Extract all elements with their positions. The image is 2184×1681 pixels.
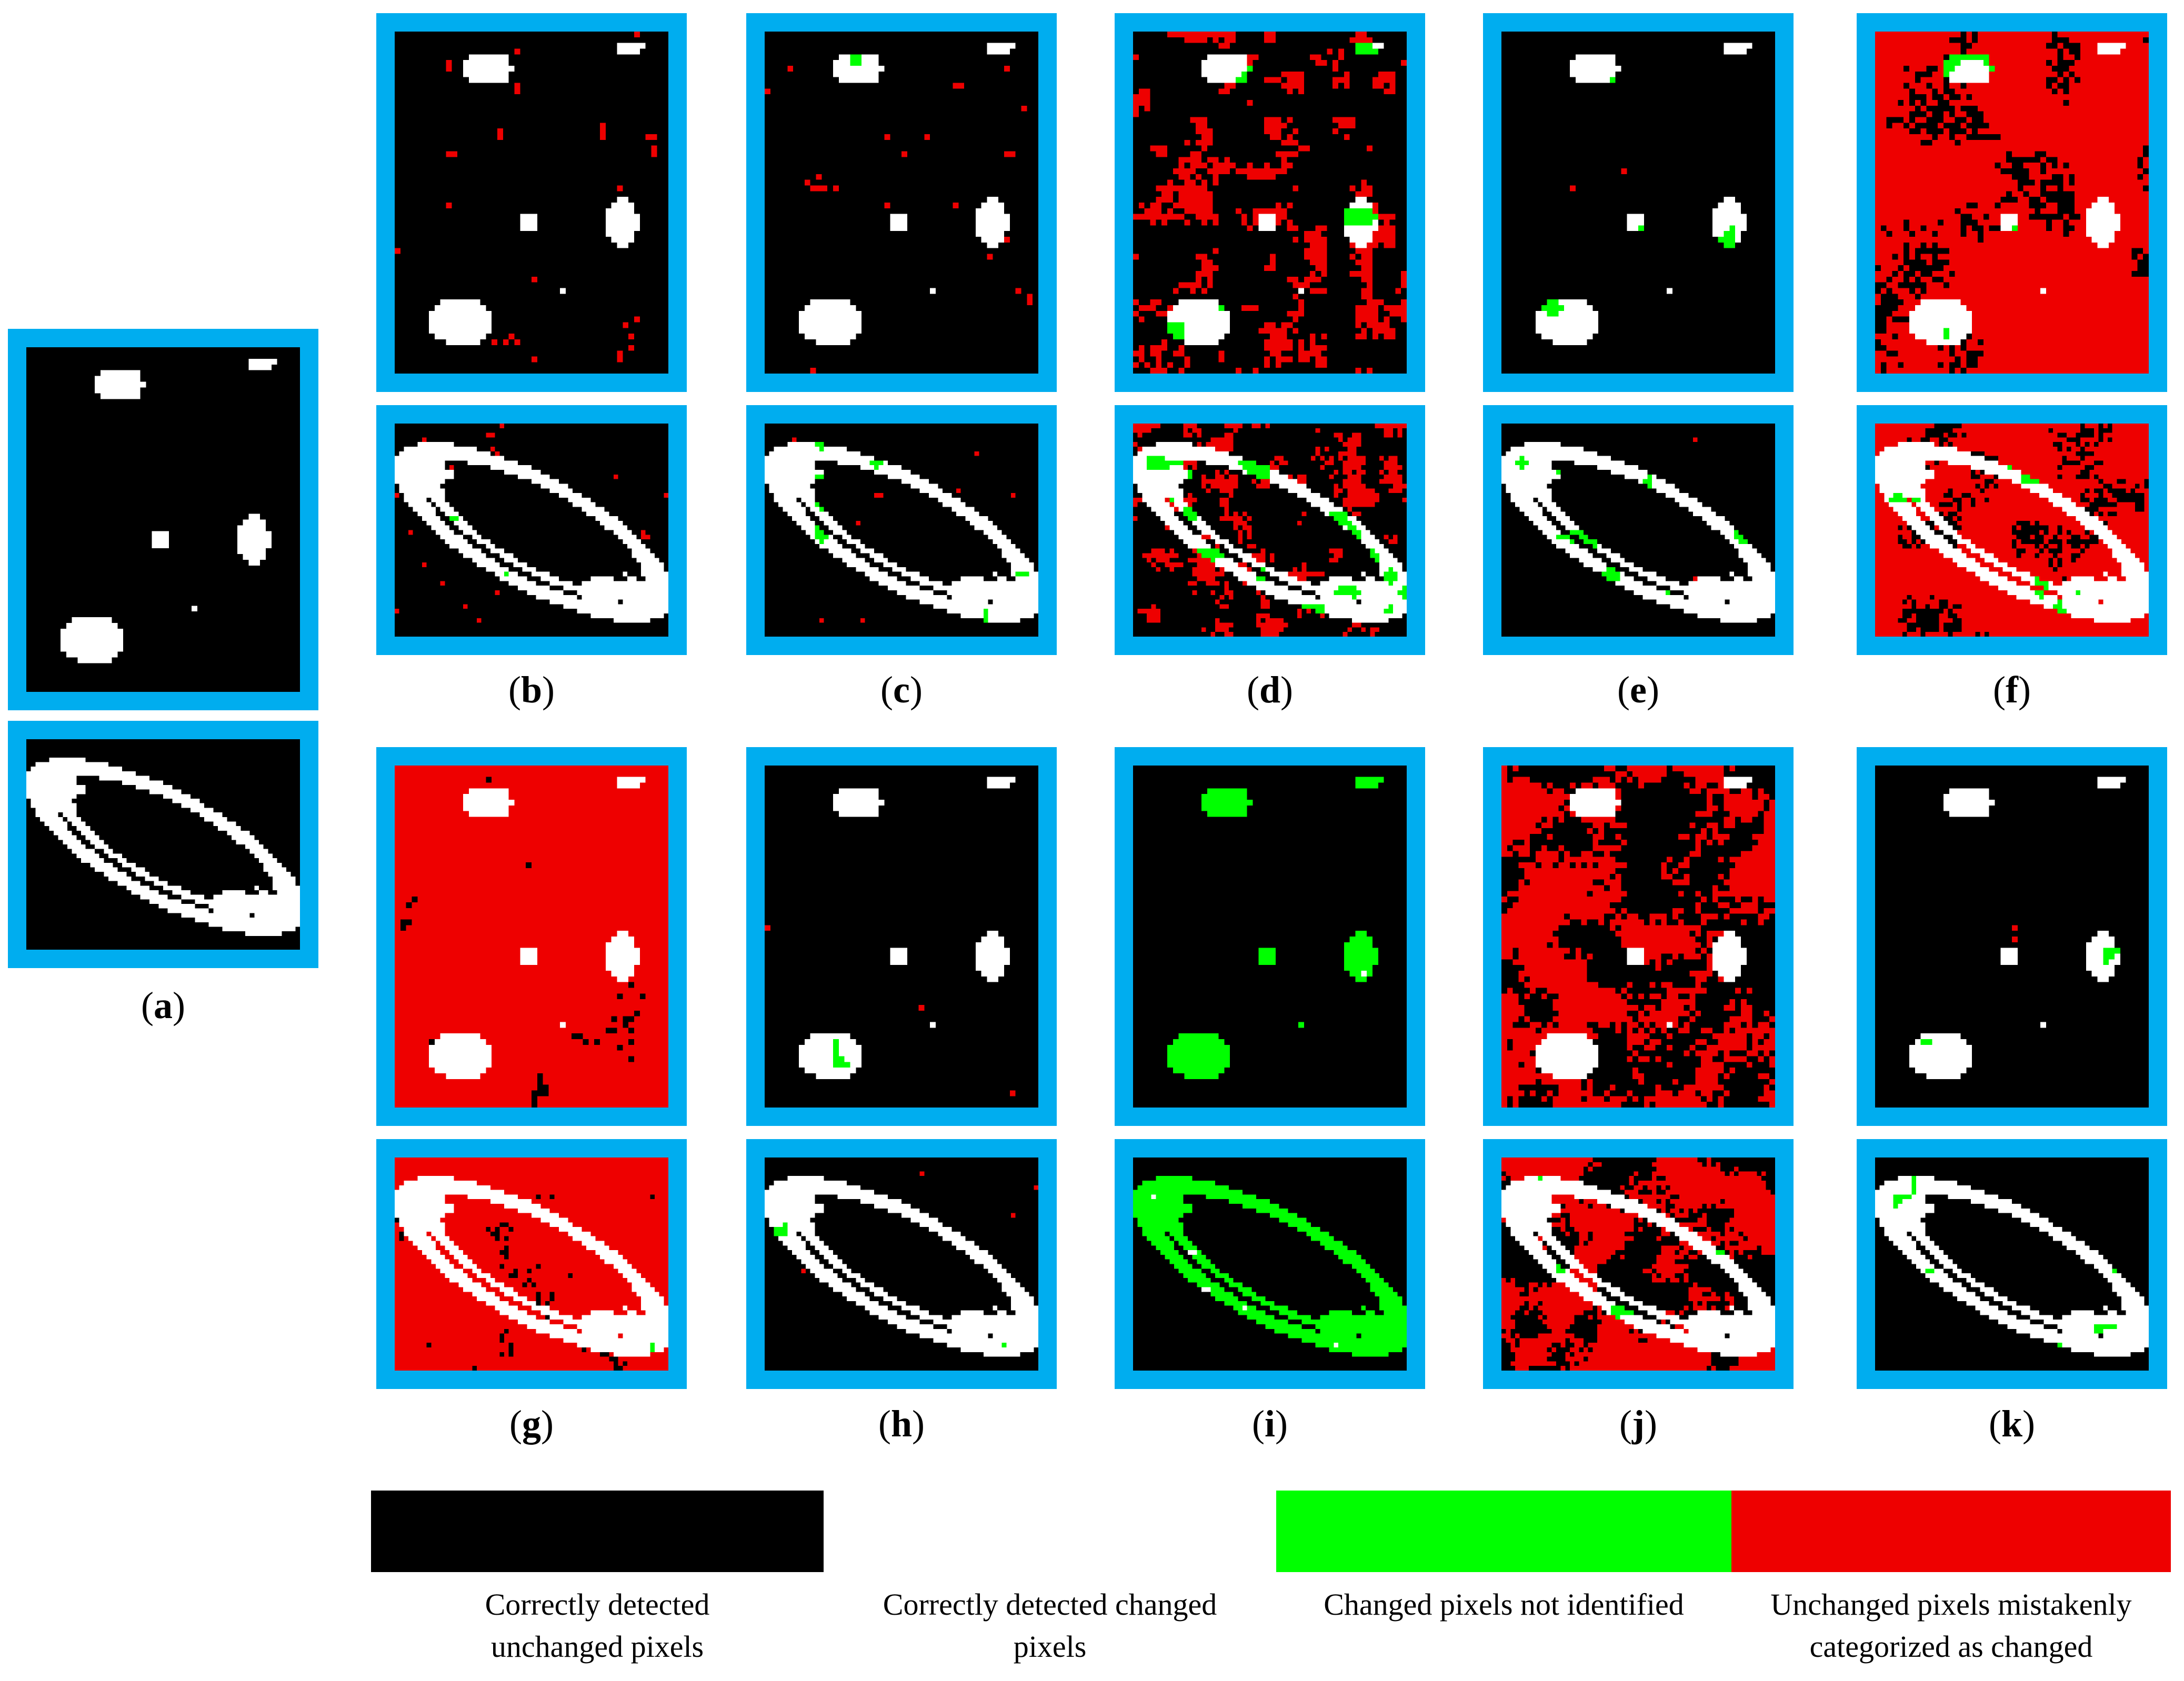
panel-caption-b: (b) [508, 669, 555, 711]
result-d-bottom-map [1133, 424, 1407, 637]
result-b-bottom-panel [376, 405, 687, 655]
panel-caption-k: (k) [1988, 1403, 2035, 1445]
result-h-top-panel [746, 747, 1057, 1126]
result-k-top-map [1875, 766, 2149, 1108]
ground-truth-top-map [26, 347, 300, 692]
result-e-bottom-map [1501, 424, 1775, 637]
ground-truth-top-panel [8, 329, 318, 710]
result-g-top-map [395, 766, 668, 1108]
result-f-top-panel [1857, 13, 2167, 392]
result-b-bottom-map [395, 424, 668, 637]
panel-caption-j: (j) [1619, 1403, 1657, 1445]
result-d-bottom-panel [1115, 405, 1425, 655]
result-k-bottom-map [1875, 1157, 2149, 1371]
legend-swatch-false-alarm [1731, 1491, 2171, 1572]
result-c-top-map [765, 32, 1038, 374]
panel-caption-a: (a) [141, 984, 185, 1026]
result-c-bottom-panel [746, 405, 1057, 655]
result-j-top-map [1501, 766, 1775, 1108]
result-j-bottom-map [1501, 1157, 1775, 1371]
panel-caption-e: (e) [1617, 669, 1659, 711]
legend-label-changed: Correctly detected changed pixels [883, 1587, 1217, 1664]
ground-truth-bottom-panel [8, 721, 318, 968]
panel-caption-d: (d) [1246, 669, 1293, 711]
result-f-bottom-panel [1857, 405, 2167, 655]
panel-caption-h: (h) [878, 1403, 925, 1445]
result-d-top-panel [1115, 13, 1425, 392]
result-b-top-panel [376, 13, 687, 392]
result-h-bottom-map [765, 1157, 1038, 1371]
result-d-top-map [1133, 32, 1407, 374]
legend-label-missed: Changed pixels not identified [1324, 1587, 1684, 1622]
result-k-bottom-panel [1857, 1139, 2167, 1389]
result-f-bottom-map [1875, 424, 2149, 637]
legend-swatch-missed [1276, 1491, 1731, 1572]
result-k-top-panel [1857, 747, 2167, 1126]
result-j-top-panel [1483, 747, 1794, 1126]
panel-caption-c: (c) [880, 669, 923, 711]
result-c-top-panel [746, 13, 1057, 392]
result-g-top-panel [376, 747, 687, 1126]
legend-label-unchanged: Correctly detected unchanged pixels [485, 1587, 710, 1664]
result-c-bottom-map [765, 424, 1038, 637]
panel-caption-i: (i) [1252, 1403, 1288, 1445]
legend-swatch-unchanged [371, 1491, 824, 1572]
result-g-bottom-panel [376, 1139, 687, 1389]
panel-caption-f: (f) [1993, 669, 2031, 711]
result-i-top-panel [1115, 747, 1425, 1126]
result-h-top-map [765, 766, 1038, 1108]
result-i-top-map [1133, 766, 1407, 1108]
result-e-bottom-panel [1483, 405, 1794, 655]
legend-swatch-changed [824, 1491, 1276, 1572]
result-j-bottom-panel [1483, 1139, 1794, 1389]
result-f-top-map [1875, 32, 2149, 374]
result-e-top-map [1501, 32, 1775, 374]
result-g-bottom-map [395, 1157, 668, 1371]
result-e-top-panel [1483, 13, 1794, 392]
panel-caption-g: (g) [509, 1403, 554, 1445]
result-i-bottom-panel [1115, 1139, 1425, 1389]
legend-label-false-alarm: Unchanged pixels mistakenly categorized a… [1770, 1587, 2132, 1664]
result-b-top-map [395, 32, 668, 374]
result-h-bottom-panel [746, 1139, 1057, 1389]
result-i-bottom-map [1133, 1157, 1407, 1371]
ground-truth-bottom-map [26, 739, 300, 950]
